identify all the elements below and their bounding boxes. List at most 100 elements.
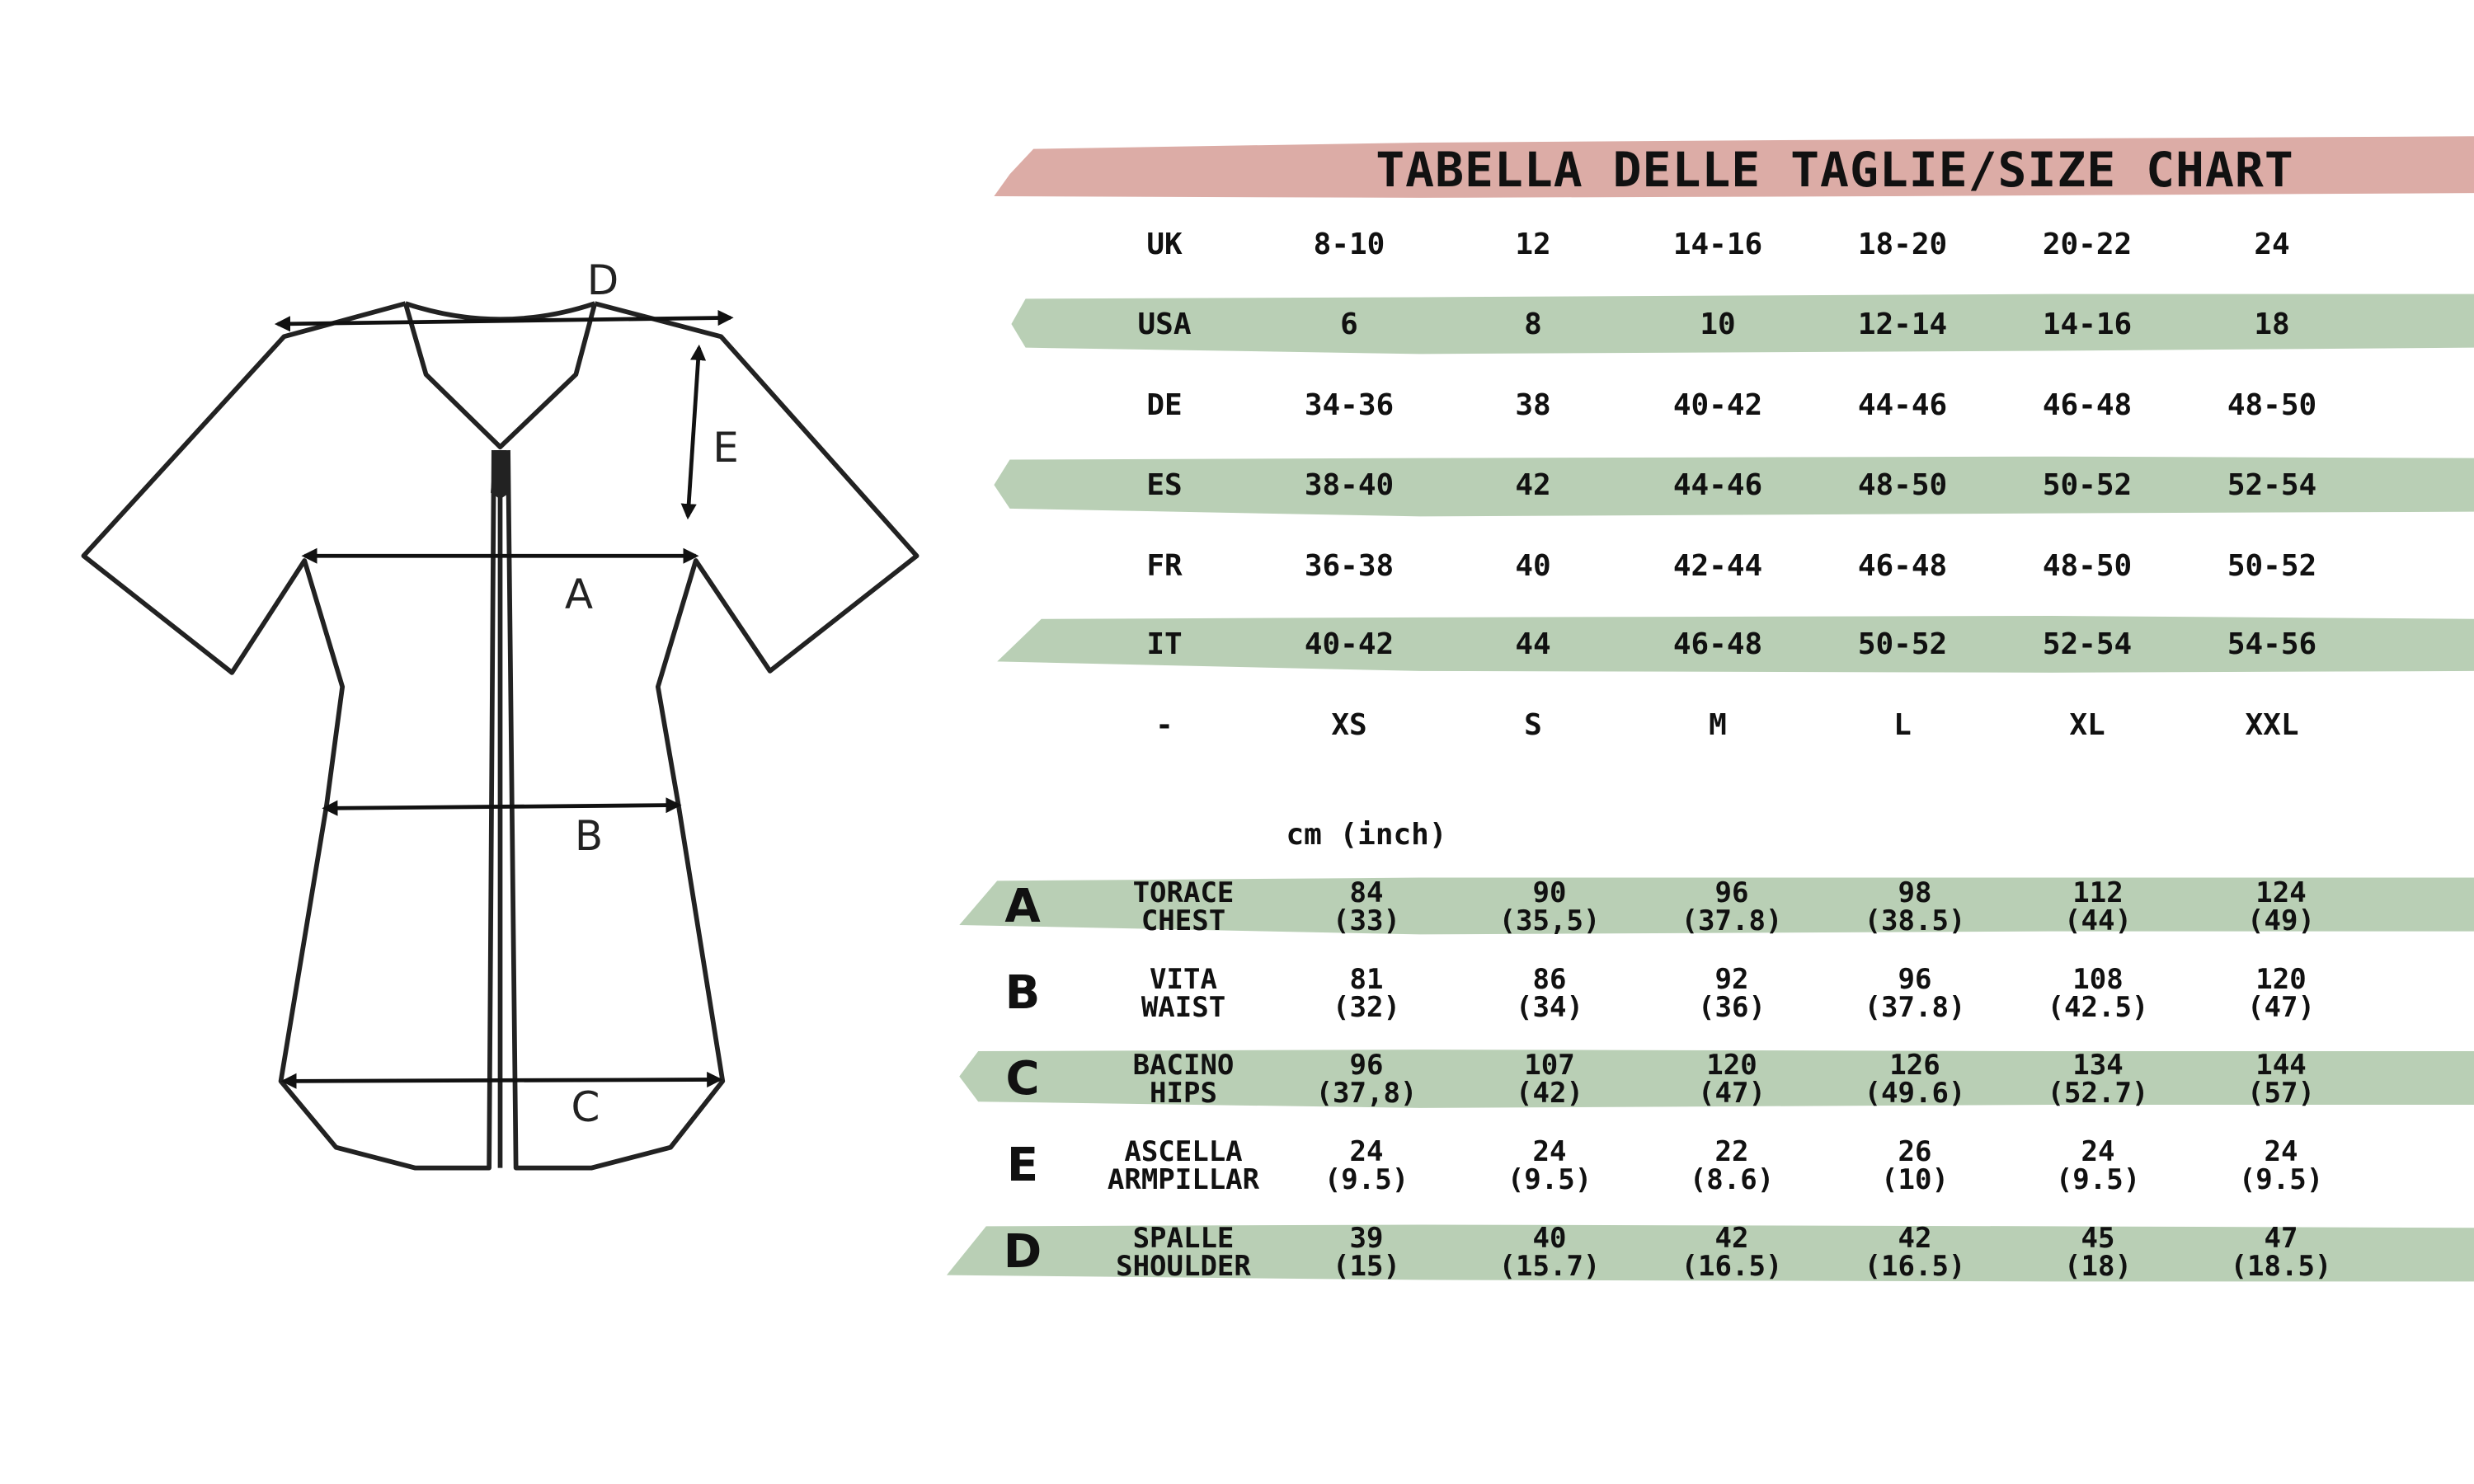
value-inch: (8.6) [1689,1163,1775,1196]
value-cm: 40 [1532,1222,1567,1255]
measure-cell: 134 (52.7) [2048,1051,2149,1107]
measure-cell: 108 (42.5) [2048,965,2149,1021]
size-cell: 52-54 [2227,468,2317,502]
measure-cell: 107 (42) [1516,1051,1583,1107]
size-cell: 24 [2254,228,2290,261]
zipper-pull-icon [491,450,510,500]
measure-cell: 144 (57) [2247,1051,2315,1107]
value-cm: 96 [1898,963,1932,996]
measure-label: BACINO HIPS [1133,1051,1235,1107]
value-cm: 24 [1349,1135,1384,1168]
label-it: SPALLE [1132,1222,1235,1255]
measure-cell: 126 (49.6) [1865,1051,1966,1107]
measure-cell: 42 (16.5) [1681,1224,1783,1280]
unit-label: cm (inch) [1286,818,1447,852]
size-cell: 14-16 [1672,228,1763,261]
size-cell: 52-54 [2042,627,2133,661]
value-cm: 92 [1714,963,1749,996]
shirt-label-d: D [586,256,619,304]
measure-cell: 24 (9.5) [2239,1138,2323,1194]
size-cell: 8-10 [1313,228,1385,261]
measure-cell: 120 (47) [1698,1051,1766,1107]
size-cell: 18-20 [1857,228,1948,261]
value-cm: 26 [1898,1135,1932,1168]
measure-cell: 47 (18.5) [2231,1224,2332,1280]
value-cm: 47 [2264,1222,2298,1255]
measure-cell: 81 (32) [1333,965,1400,1021]
measure-letter: D [1003,1225,1042,1279]
size-cell: 38 [1515,388,1551,422]
band-c [959,1050,2474,1108]
value-cm: 22 [1714,1135,1749,1168]
band-d [946,1224,2474,1282]
value-inch: (49) [2247,904,2315,937]
value-inch: (47) [1698,1077,1766,1110]
value-cm: 96 [1714,876,1749,909]
value-inch: (18) [2064,1250,2132,1283]
measure-letter: A [1004,880,1041,933]
measure-cell: 45 (18) [2064,1224,2132,1280]
value-cm: 24 [2264,1135,2298,1168]
measure-cell: 24 (9.5) [1507,1138,1592,1194]
shirt-label-b: B [574,812,604,860]
value-inch: (37.8) [1681,904,1783,937]
value-inch: (42.5) [2047,991,2149,1024]
size-cell: 38-40 [1304,468,1395,502]
size-cell: 40-42 [1672,388,1763,422]
arrow-e [680,344,707,520]
value-inch: (10) [1881,1163,1949,1196]
value-cm: 98 [1898,876,1932,909]
value-inch: (36) [1698,991,1766,1024]
value-inch: (16.5) [1681,1250,1783,1283]
value-cm: 39 [1349,1222,1384,1255]
measure-cell: 90 (35,5) [1499,879,1601,935]
measure-cell: 39 (15) [1333,1224,1400,1280]
size-cell: 44-46 [1857,388,1948,422]
value-cm: 45 [2081,1222,2115,1255]
band-a [959,877,2474,935]
value-inch: (34) [1516,991,1583,1024]
size-cell: L [1893,708,1912,742]
size-cell: 40-42 [1304,627,1395,661]
size-cell: 14-16 [2042,308,2133,341]
size-cell: 50-52 [2042,468,2133,502]
measure-cell: 98 (38.5) [1865,879,1966,935]
arrow-c [280,1071,723,1089]
label-it: BACINO [1132,1049,1235,1082]
value-cm: 112 [2072,876,2124,909]
measure-label: VITA WAIST [1141,965,1225,1021]
row-label: DE [1146,388,1183,422]
value-inch: (32) [1333,991,1400,1024]
row-label: IT [1146,627,1183,661]
value-cm: 126 [1889,1049,1940,1082]
value-cm: 144 [2255,1049,2307,1082]
size-cell: 6 [1340,308,1358,341]
value-inch: (9.5) [1507,1163,1592,1196]
value-inch: (38.5) [1864,904,1966,937]
size-cell: 8 [1524,308,1542,341]
size-cell: 40 [1515,549,1551,583]
value-cm: 81 [1349,963,1384,996]
value-inch: (9.5) [2238,1163,2324,1196]
measure-cell: 124 (49) [2247,879,2315,935]
value-cm: 124 [2255,876,2307,909]
size-cell: 10 [1700,308,1736,341]
measure-cell: 96 (37.8) [1681,879,1783,935]
value-inch: (47) [2247,991,2315,1024]
arrow-b [322,797,682,816]
size-cell: XXL [2245,708,2299,742]
row-label: FR [1146,549,1183,583]
shirt-neckline [402,303,598,450]
shirt-right-outline [506,301,920,1171]
size-cell: 48-50 [1857,468,1948,502]
value-cm: 42 [1714,1222,1749,1255]
value-inch: (42) [1516,1077,1583,1110]
size-cell: 44 [1515,627,1551,661]
label-en: ARMPILLAR [1107,1163,1260,1196]
size-cell: 46-48 [2042,388,2133,422]
label-en: CHEST [1141,904,1226,937]
measure-cell: 96 (37.8) [1865,965,1966,1021]
row-label: - [1155,708,1174,742]
